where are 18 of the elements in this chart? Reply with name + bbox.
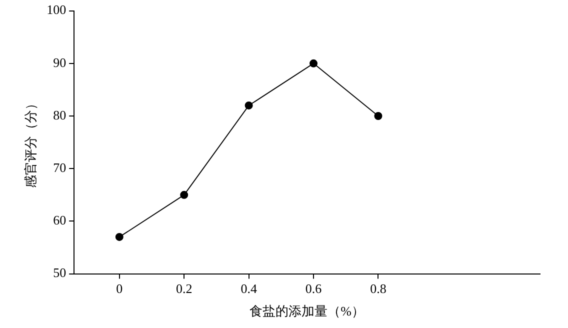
point [310, 59, 318, 68]
x-tick-label: 0.8 [370, 281, 386, 296]
x-tick-label: 0 [116, 281, 123, 296]
y-tick-label: 50 [53, 265, 66, 280]
y-axis-title: 感官评分（分） [23, 96, 38, 188]
x-tick-label: 0.6 [305, 281, 322, 296]
y-tick-label: 60 [53, 212, 66, 228]
point [244, 101, 253, 110]
x-tick-label: 0.2 [176, 281, 192, 296]
y-tick-label: 80 [53, 107, 66, 122]
point [180, 190, 188, 199]
y-tick-label: 70 [53, 160, 66, 176]
point [115, 232, 124, 241]
y-tick-label: 100 [46, 2, 66, 18]
x-axis-title: 食盐的添加量（%） [250, 304, 364, 319]
point [374, 112, 382, 120]
x-tick-label: 0.4 [240, 281, 258, 296]
y-tick-label: 90 [53, 54, 66, 70]
